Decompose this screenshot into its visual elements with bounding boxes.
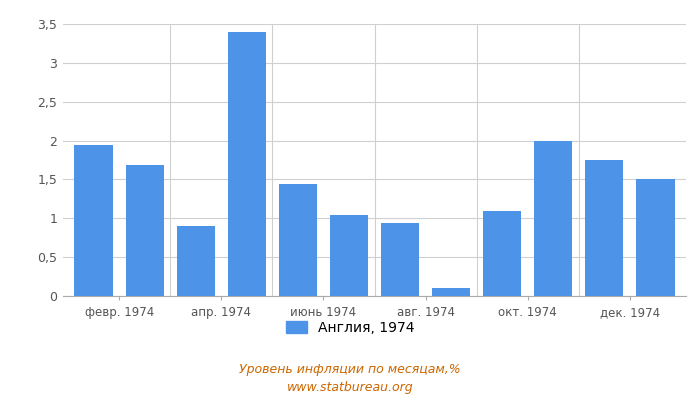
Text: Уровень инфляции по месяцам,%: Уровень инфляции по месяцам,% (239, 364, 461, 376)
Legend: Англия, 1974: Англия, 1974 (286, 321, 414, 335)
Bar (534, 141, 573, 296)
Bar (125, 165, 164, 296)
Bar (636, 180, 675, 296)
Bar (176, 226, 215, 296)
Bar (74, 145, 113, 296)
Bar (330, 215, 368, 296)
Text: www.statbureau.org: www.statbureau.org (287, 382, 413, 394)
Bar (228, 32, 266, 296)
Bar (381, 223, 419, 296)
Bar (432, 288, 470, 296)
Bar (483, 210, 522, 296)
Bar (279, 184, 317, 296)
Bar (585, 160, 624, 296)
